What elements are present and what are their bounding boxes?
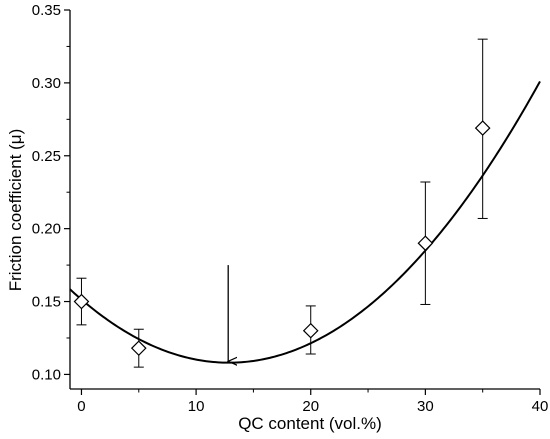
y-tick-label: 0.15 [32,294,61,311]
x-tick-label: 30 [417,398,434,415]
y-tick-label: 0.35 [32,2,61,19]
x-axis-label: QC content (vol.%) [238,414,382,433]
data-point [130,340,147,357]
fit-curve [69,80,541,364]
data-point [73,293,90,310]
x-tick-label: 40 [532,398,549,415]
y-axis-label: Friction coefficient (μ) [6,129,25,292]
x-tick-label: 10 [188,398,205,415]
y-tick-label: 0.30 [32,75,61,92]
plot-area: 0 10 20 30 40 0.10 0.15 0.20 0.25 0.30 0.35 [32,2,549,415]
y-tick-label: 0.20 [32,221,61,238]
x-tick-label: 20 [302,398,319,415]
x-tick-label: 0 [77,398,85,415]
data-point [302,322,319,339]
data-point [474,120,491,136]
y-tick-label: 0.10 [32,366,61,383]
y-tick-label: 0.25 [32,148,61,165]
data-point [417,235,434,252]
